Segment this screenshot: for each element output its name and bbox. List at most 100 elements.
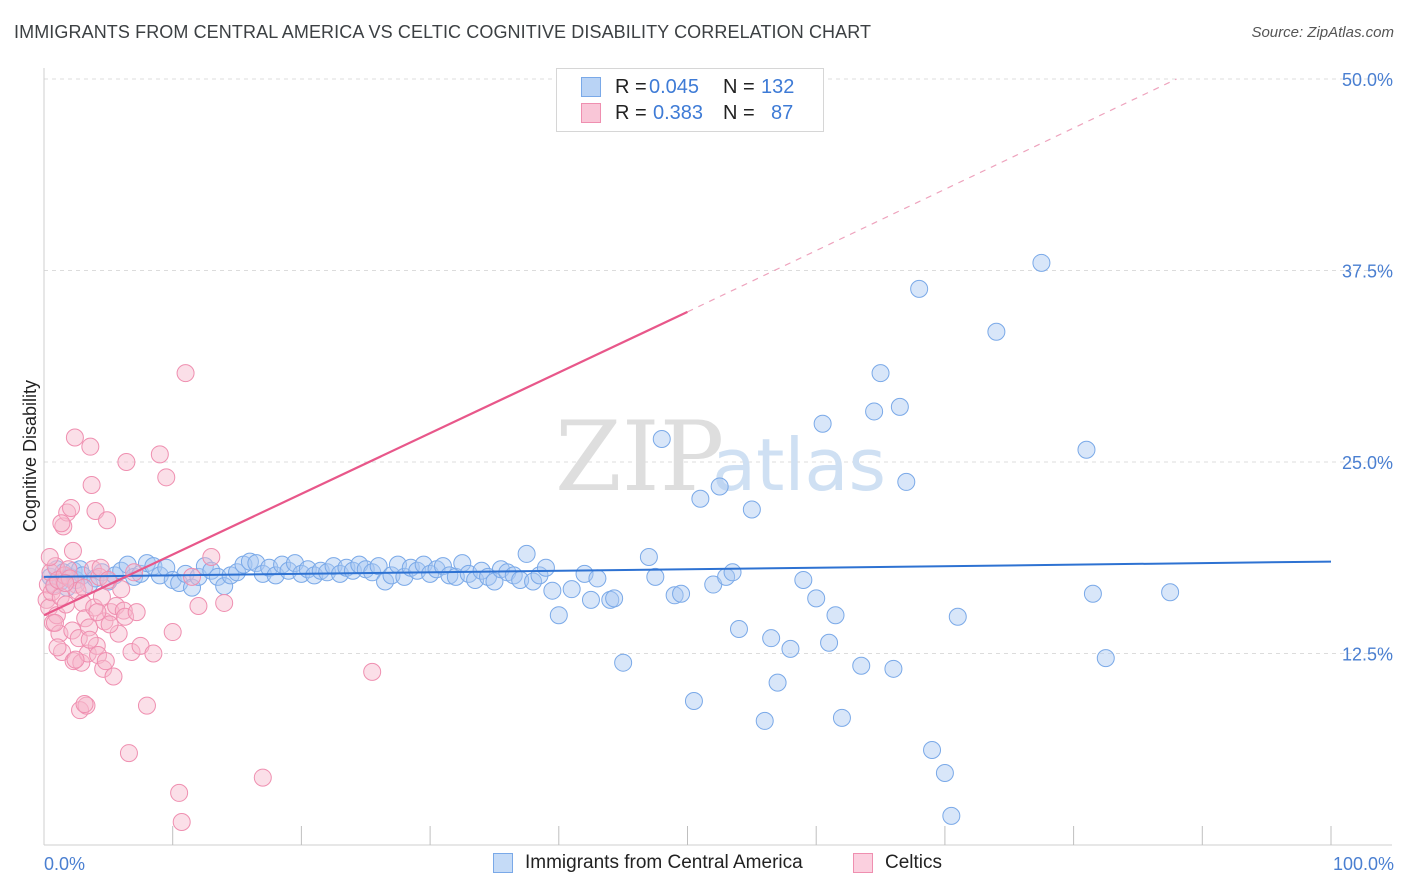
x-tick-label-0: 0.0% [44, 854, 85, 874]
point-immigrants [324, 557, 343, 576]
legend-r-value: 0.383 [653, 101, 704, 124]
point-immigrants [1161, 583, 1180, 602]
correlation-legend: R = 0.045 N = 132 R = 0.383 N = 87 [556, 68, 824, 132]
series-immigrants-points [41, 253, 1180, 825]
point-celtics [48, 638, 67, 657]
x-tick-label-100: 100.0% [1333, 854, 1394, 874]
trend-line-immigrants [43, 560, 1332, 578]
point-immigrants [536, 558, 555, 577]
point-immigrants [672, 584, 691, 603]
point-celtics [172, 813, 191, 832]
point-immigrants [646, 567, 665, 586]
point-immigrants [897, 472, 916, 491]
legend-r-label: R = [615, 75, 647, 98]
point-celtics [56, 574, 75, 593]
point-immigrants [890, 397, 909, 416]
point-immigrants [884, 659, 903, 678]
point-immigrants [588, 569, 607, 588]
point-immigrants [768, 673, 787, 692]
point-immigrants [755, 711, 774, 730]
y-axis-title: Cognitive Disability [20, 380, 40, 532]
legend-item-celtics: Celtics [853, 852, 942, 874]
point-celtics [215, 593, 234, 612]
legend-swatch-immigrants [493, 853, 513, 873]
watermark: ZIP atlas [555, 401, 886, 513]
point-celtics [117, 453, 136, 471]
point-immigrants [710, 477, 729, 496]
point-celtics [75, 695, 94, 714]
point-celtics [157, 468, 176, 487]
point-immigrants [935, 763, 954, 782]
point-celtics [122, 642, 141, 661]
point-immigrants [543, 581, 562, 600]
point-celtics [202, 547, 221, 566]
legend-swatch-pink [581, 103, 601, 123]
point-immigrants [562, 580, 581, 599]
point-immigrants [228, 563, 247, 582]
point-celtics [100, 615, 119, 634]
point-celtics [144, 644, 163, 663]
y-tick-label-1: 25.0% [1342, 453, 1393, 473]
y-tick-labels: 12.5% 25.0% 37.5% 50.0% [1342, 70, 1393, 665]
series-legend: Immigrants from Central America Celtics [0, 852, 1406, 878]
point-immigrants [614, 653, 633, 672]
legend-swatch-celtics [853, 853, 873, 873]
point-immigrants [826, 606, 845, 625]
legend-row-celtics: R = 0.383 N = 87 [581, 101, 793, 125]
legend-swatch-blue [581, 77, 601, 97]
point-immigrants [729, 619, 748, 638]
point-immigrants [382, 566, 401, 585]
point-immigrants [820, 633, 839, 652]
point-celtics [176, 364, 195, 383]
point-celtics [163, 623, 182, 642]
point-immigrants [183, 578, 202, 597]
point-celtics [66, 650, 85, 669]
point-celtics [119, 744, 138, 763]
point-immigrants [433, 557, 452, 576]
trend-line-celtics [43, 310, 688, 617]
point-celtics [87, 636, 106, 655]
point-immigrants [1096, 649, 1115, 668]
legend-label-celtics: Celtics [885, 852, 943, 873]
point-celtics [150, 445, 169, 464]
series-celtics-points [37, 364, 382, 832]
point-immigrants [581, 590, 600, 609]
point-immigrants [665, 586, 684, 605]
trend-lines [43, 78, 1332, 617]
point-immigrants [684, 691, 703, 710]
point-celtics [45, 613, 64, 632]
point-celtics [82, 475, 101, 494]
y-tick-label-3: 50.0% [1342, 70, 1393, 90]
point-immigrants [813, 414, 832, 433]
point-immigrants [794, 570, 813, 589]
point-celtics [127, 603, 146, 622]
grid-lines [44, 78, 1392, 654]
point-immigrants [762, 629, 781, 648]
point-celtics [88, 603, 107, 622]
point-celtics [114, 601, 133, 620]
point-immigrants [865, 402, 884, 421]
point-celtics [363, 662, 382, 681]
point-celtics [189, 597, 208, 616]
point-celtics [183, 567, 202, 586]
point-celtics [83, 560, 102, 579]
legend-row-immigrants: R = 0.045 N = 132 [581, 75, 794, 99]
point-immigrants [369, 557, 388, 576]
point-immigrants [240, 552, 259, 571]
point-immigrants [639, 547, 658, 566]
point-immigrants [549, 606, 568, 625]
point-celtics [72, 653, 91, 672]
point-celtics [109, 624, 128, 643]
point-immigrants [742, 500, 761, 519]
legend-item-immigrants: Immigrants from Central America [493, 852, 803, 874]
point-immigrants [948, 607, 967, 626]
point-immigrants [942, 806, 961, 825]
legend-r-value: 0.045 [649, 75, 700, 98]
point-celtics [63, 541, 82, 560]
point-immigrants [1077, 440, 1096, 459]
point-immigrants [781, 639, 800, 658]
watermark-atlas: atlas [712, 423, 886, 507]
point-celtics [65, 428, 84, 447]
point-immigrants [832, 708, 851, 727]
